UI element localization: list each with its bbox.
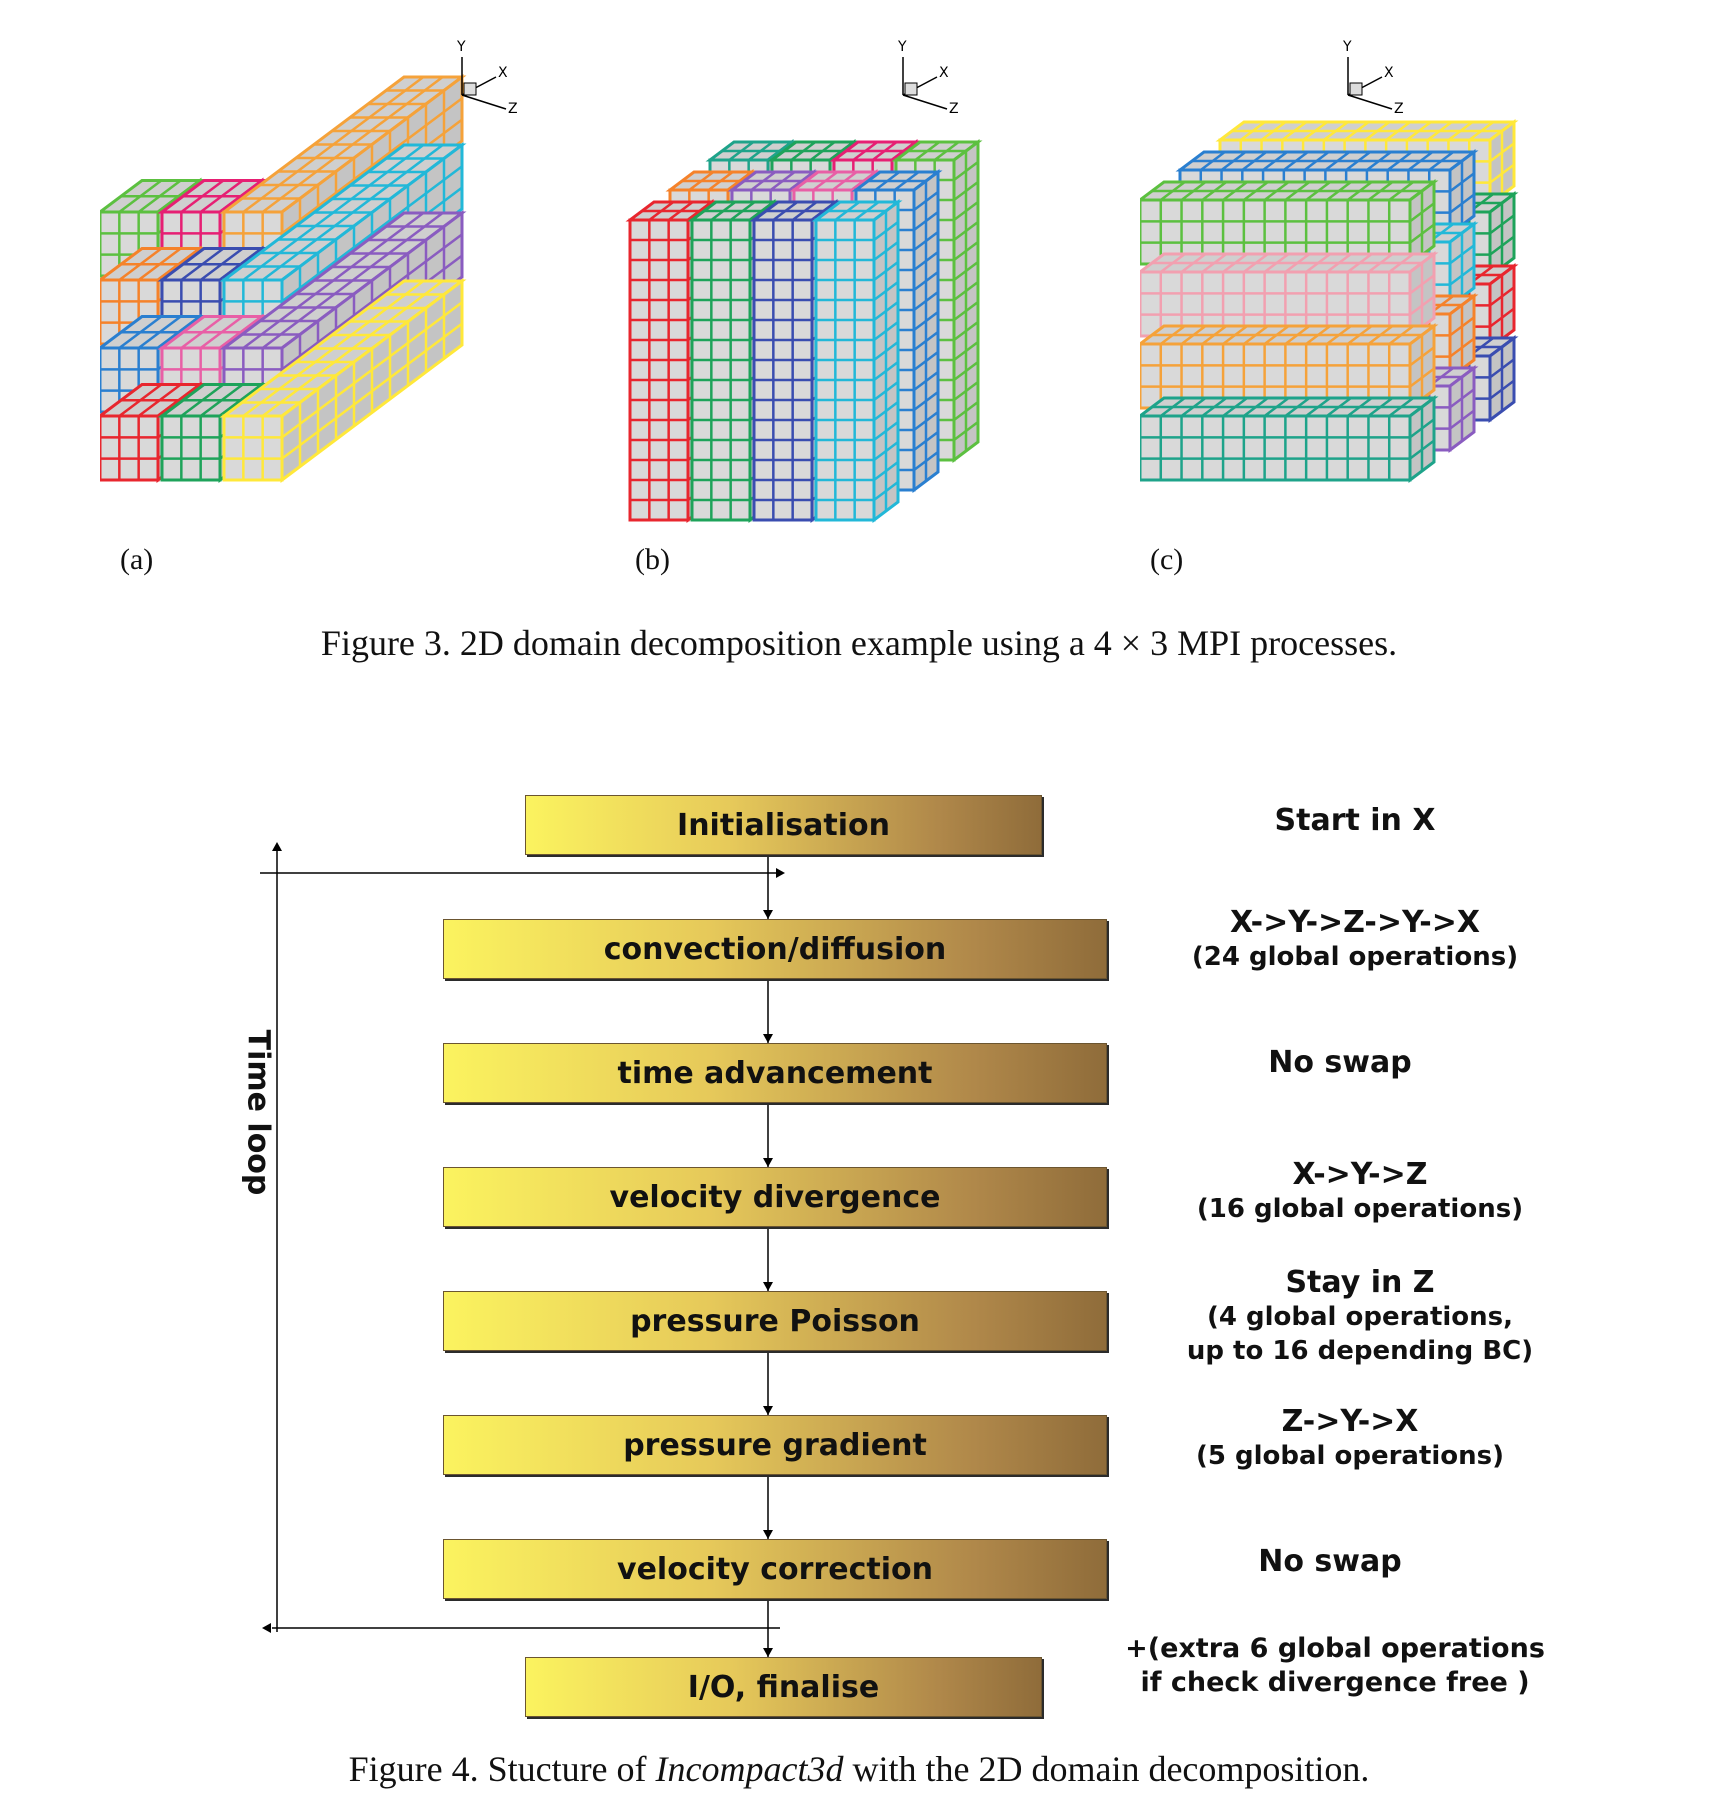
arrowhead <box>763 1034 773 1043</box>
arrowhead <box>763 1530 773 1539</box>
decomposition-cube-a: Y X Z <box>100 39 518 483</box>
note-io-finalise: +(extra 6 global operations if check div… <box>1125 1633 1545 1698</box>
arrowhead <box>763 1406 773 1415</box>
note-velocity-divergence: X->Y->Z (16 global operations) <box>1196 1157 1524 1224</box>
axis-y-label: Y <box>897 39 907 55</box>
step-initialisation: Initialisation <box>525 795 1042 855</box>
panel-label-c: (c) <box>1150 543 1184 576</box>
axis-triad: Y X Z <box>1342 39 1404 117</box>
panel-b: Y X Z <box>620 25 1130 565</box>
arrowhead <box>763 1282 773 1291</box>
decomposition-cube-c: Y X Z <box>1140 39 1519 483</box>
note-pressure-gradient: Z->Y->X (5 global operations) <box>1195 1404 1505 1471</box>
step-convection-diffusion: convection/diffusion <box>443 919 1107 979</box>
axis-x-label: X <box>1384 65 1394 81</box>
subdomain-block <box>219 278 467 483</box>
panel-c: Y X Z <box>1140 25 1650 565</box>
axis-x-label: X <box>498 65 508 81</box>
note-convection-diffusion: X->Y->Z->Y->X (24 global operations) <box>1191 905 1519 972</box>
figure3-caption: Figure 3. 2D domain decomposition exampl… <box>320 623 1398 663</box>
subdomain-block <box>1140 179 1439 267</box>
step-velocity-correction: velocity correction <box>443 1539 1107 1599</box>
axis-y-label: Y <box>456 39 466 55</box>
step-pressure-gradient: pressure gradient <box>443 1415 1107 1475</box>
axis-triad: Y X Z <box>456 39 518 117</box>
axis-z-label: Z <box>1394 101 1404 117</box>
step-time-advancement: time advancement <box>443 1043 1107 1103</box>
note-initialisation: Start in X <box>1274 803 1436 838</box>
panel-label-a: (a) <box>120 543 154 576</box>
arrowhead <box>763 910 773 919</box>
panel-label-b: (b) <box>635 543 670 576</box>
step-velocity-divergence: velocity divergence <box>443 1167 1107 1227</box>
step-pressure-poisson: pressure Poisson <box>443 1291 1107 1351</box>
decomposition-cube-b: Y X Z <box>625 39 983 523</box>
subdomain-block <box>1140 395 1439 483</box>
subdomain-block <box>811 199 903 523</box>
axis-y-label: Y <box>1342 39 1352 55</box>
panel-a: Y X Z <box>100 25 610 565</box>
axis-triad: Y X Z <box>897 39 959 117</box>
axis-z-label: Z <box>508 101 518 117</box>
axis-z-label: Z <box>949 101 959 117</box>
subdomain-block <box>1140 251 1439 339</box>
arrowhead <box>763 1158 773 1167</box>
axis-x-label: X <box>939 65 949 81</box>
arrowhead <box>776 868 785 878</box>
arrowhead <box>763 1648 773 1657</box>
note-pressure-poisson: Stay in Z (4 global operations, up to 16… <box>1186 1265 1534 1366</box>
arrowhead <box>272 842 282 851</box>
time-loop-label: Time loop <box>240 1029 276 1196</box>
note-time-advancement: No swap <box>1268 1045 1412 1080</box>
note-velocity-correction: No swap <box>1258 1544 1402 1579</box>
figure4-caption: Figure 4. Stucture of Incompact3d with t… <box>348 1749 1370 1789</box>
step-io-finalise: I/O, finalise <box>525 1657 1042 1717</box>
arrowhead <box>262 1623 271 1633</box>
